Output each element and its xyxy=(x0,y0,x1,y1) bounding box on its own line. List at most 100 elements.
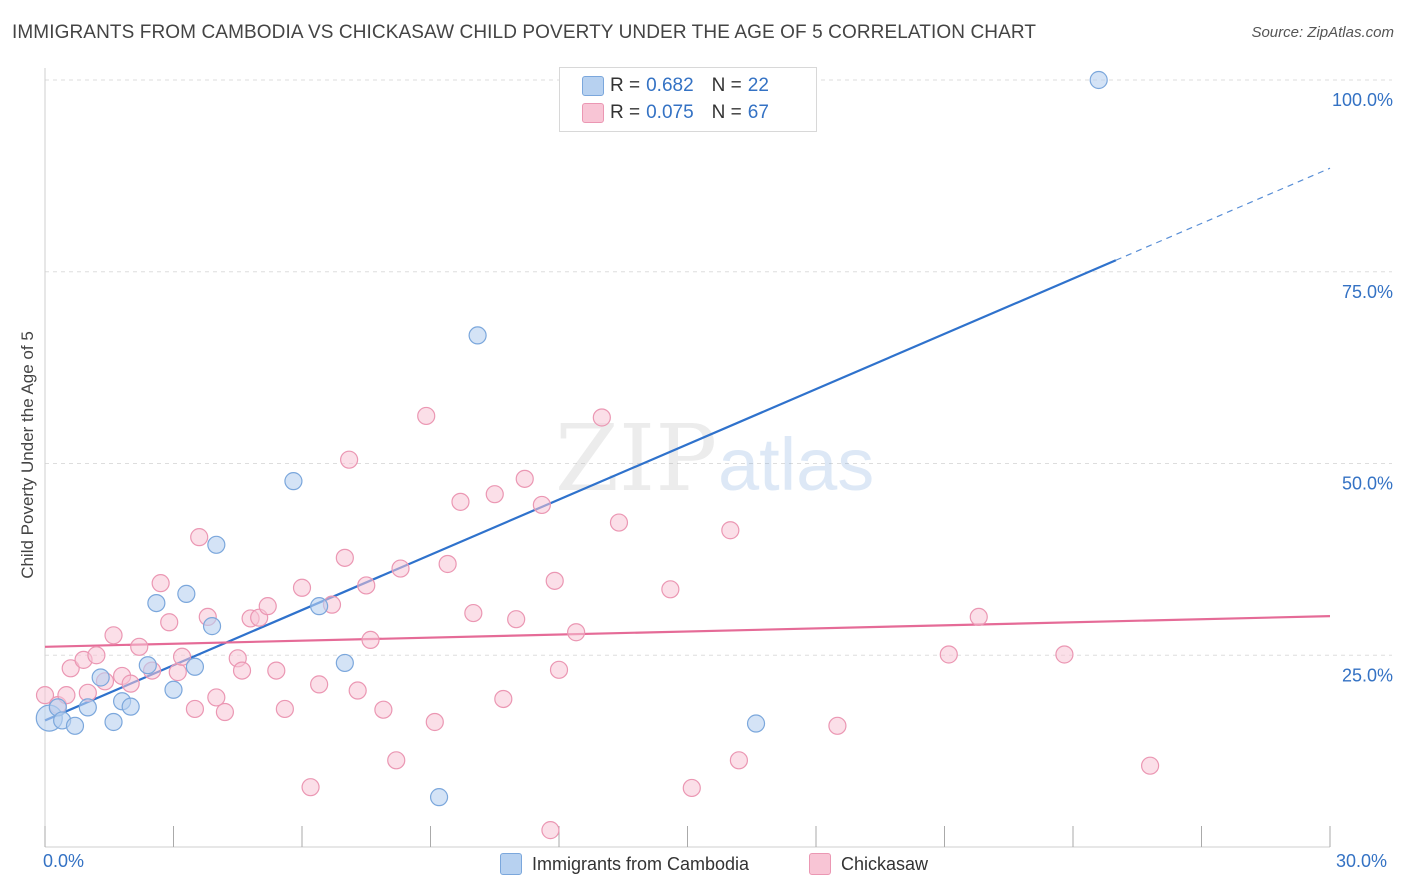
chickasaw-point xyxy=(567,623,586,642)
chickasaw-point xyxy=(301,778,320,797)
gridlines xyxy=(45,79,1392,656)
stats-row-cambodia: R = 0.682 N = 22 xyxy=(582,73,769,99)
cambodia-legend-swatch xyxy=(500,853,522,875)
chickasaw-point xyxy=(828,716,847,735)
cambodia-points xyxy=(35,70,1108,807)
watermark: ZIP atlas xyxy=(555,405,874,512)
stats-legend: R = 0.682 N = 22 R = 0.075 N = 67 xyxy=(559,67,817,132)
chickasaw-point xyxy=(185,699,205,719)
cambodia-point xyxy=(202,617,222,636)
cambodia-point xyxy=(746,714,766,733)
n-label: N = xyxy=(711,75,742,96)
chickasaw-point xyxy=(292,578,312,597)
y-tick-labels: 25.0% 50.0% 75.0% 100.0% xyxy=(1332,90,1393,685)
n-label: N = xyxy=(711,102,742,123)
cambodia-point xyxy=(310,597,329,616)
chickasaw-point xyxy=(515,469,534,488)
chickasaw-point xyxy=(391,559,410,578)
cambodia-point xyxy=(91,668,110,687)
legend-label-cambodia: Immigrants from Cambodia xyxy=(532,853,750,874)
legend-item-cambodia[interactable]: Immigrants from Cambodia xyxy=(500,850,749,878)
r-value: 0.075 xyxy=(646,102,694,123)
cambodia-point xyxy=(147,593,166,613)
chickasaw-point xyxy=(121,674,140,693)
cambodia-point xyxy=(207,535,226,554)
n-value: 67 xyxy=(747,102,769,123)
x-tick-label-max: 30.0% xyxy=(1336,851,1388,871)
y-tick-label: 100.0% xyxy=(1332,90,1393,110)
chickasaw-point xyxy=(939,645,958,664)
chickasaw-point xyxy=(57,686,76,705)
chickasaw-point xyxy=(168,663,187,682)
legend-label-chickasaw: Chickasaw xyxy=(841,853,929,874)
n-value: 22 xyxy=(747,75,769,96)
chickasaw-point xyxy=(592,408,611,427)
chickasaw-point xyxy=(151,574,170,593)
chickasaw-point xyxy=(721,521,740,540)
chickasaw-point xyxy=(340,450,359,469)
chickasaw-point xyxy=(438,554,457,574)
cambodia-point xyxy=(1089,70,1108,90)
y-axis-label: Child Poverty Under the Age of 5 xyxy=(18,331,37,579)
chickasaw-point xyxy=(541,821,560,840)
chickasaw-point xyxy=(130,637,149,656)
chickasaw-point xyxy=(387,751,406,770)
y-tick-label: 25.0% xyxy=(1342,665,1393,685)
cambodia-swatch xyxy=(582,76,604,96)
chickasaw-point xyxy=(545,571,564,590)
cambodia-point xyxy=(104,712,123,732)
legend-item-chickasaw[interactable]: Chickasaw xyxy=(809,850,928,878)
chickasaw-swatch xyxy=(582,103,604,123)
cambodia-point xyxy=(65,716,85,735)
chickasaw-point xyxy=(464,603,483,623)
cambodia-trend-extension xyxy=(1115,167,1331,261)
chart-source: Source: ZipAtlas.com xyxy=(1251,24,1394,41)
chickasaw-point xyxy=(207,688,226,707)
chickasaw-point xyxy=(35,686,55,705)
chickasaw-point xyxy=(682,778,701,798)
chickasaw-point xyxy=(417,406,436,426)
chickasaw-point xyxy=(729,751,749,770)
chickasaw-point xyxy=(310,675,329,694)
chickasaw-point xyxy=(357,576,376,595)
chickasaw-point xyxy=(160,613,179,632)
y-tick-label: 50.0% xyxy=(1342,474,1393,494)
watermark-zip: ZIP xyxy=(555,405,717,512)
cambodia-point xyxy=(429,788,449,807)
cambodia-point xyxy=(121,697,140,716)
chickasaw-point xyxy=(549,660,569,679)
chickasaw-point xyxy=(61,659,80,678)
cambodia-point xyxy=(468,326,487,345)
chickasaw-point xyxy=(485,485,504,504)
chickasaw-legend-swatch xyxy=(809,853,831,875)
chickasaw-point xyxy=(258,597,277,616)
cambodia-point xyxy=(335,653,354,673)
cambodia-point xyxy=(185,657,205,676)
chickasaw-trend-line xyxy=(44,615,1331,648)
cambodia-point xyxy=(164,680,183,699)
y-tick-label: 75.0% xyxy=(1342,282,1393,302)
trend-lines xyxy=(44,167,1331,722)
chickasaw-point xyxy=(361,630,380,650)
chickasaw-point xyxy=(232,661,252,680)
chickasaw-point xyxy=(1055,645,1074,664)
chickasaw-point xyxy=(172,647,192,666)
chickasaw-point xyxy=(335,548,354,567)
chickasaw-point xyxy=(348,681,367,700)
chickasaw-point xyxy=(969,607,988,627)
cambodia-point xyxy=(138,656,157,675)
cambodia-point xyxy=(177,584,196,603)
chickasaw-point xyxy=(215,702,234,722)
r-label: R = xyxy=(610,102,641,123)
chickasaw-point xyxy=(661,580,680,599)
chickasaw-point xyxy=(425,712,444,732)
chickasaw-point xyxy=(609,513,629,532)
chart-title: IMMIGRANTS FROM CAMBODIA VS CHICKASAW CH… xyxy=(12,22,1037,43)
chickasaw-point xyxy=(267,661,286,680)
cambodia-trend-line xyxy=(44,259,1117,722)
chickasaw-point xyxy=(374,700,393,719)
chickasaw-point xyxy=(87,646,106,665)
watermark-atlas: atlas xyxy=(718,423,874,506)
chickasaw-point xyxy=(507,610,526,629)
